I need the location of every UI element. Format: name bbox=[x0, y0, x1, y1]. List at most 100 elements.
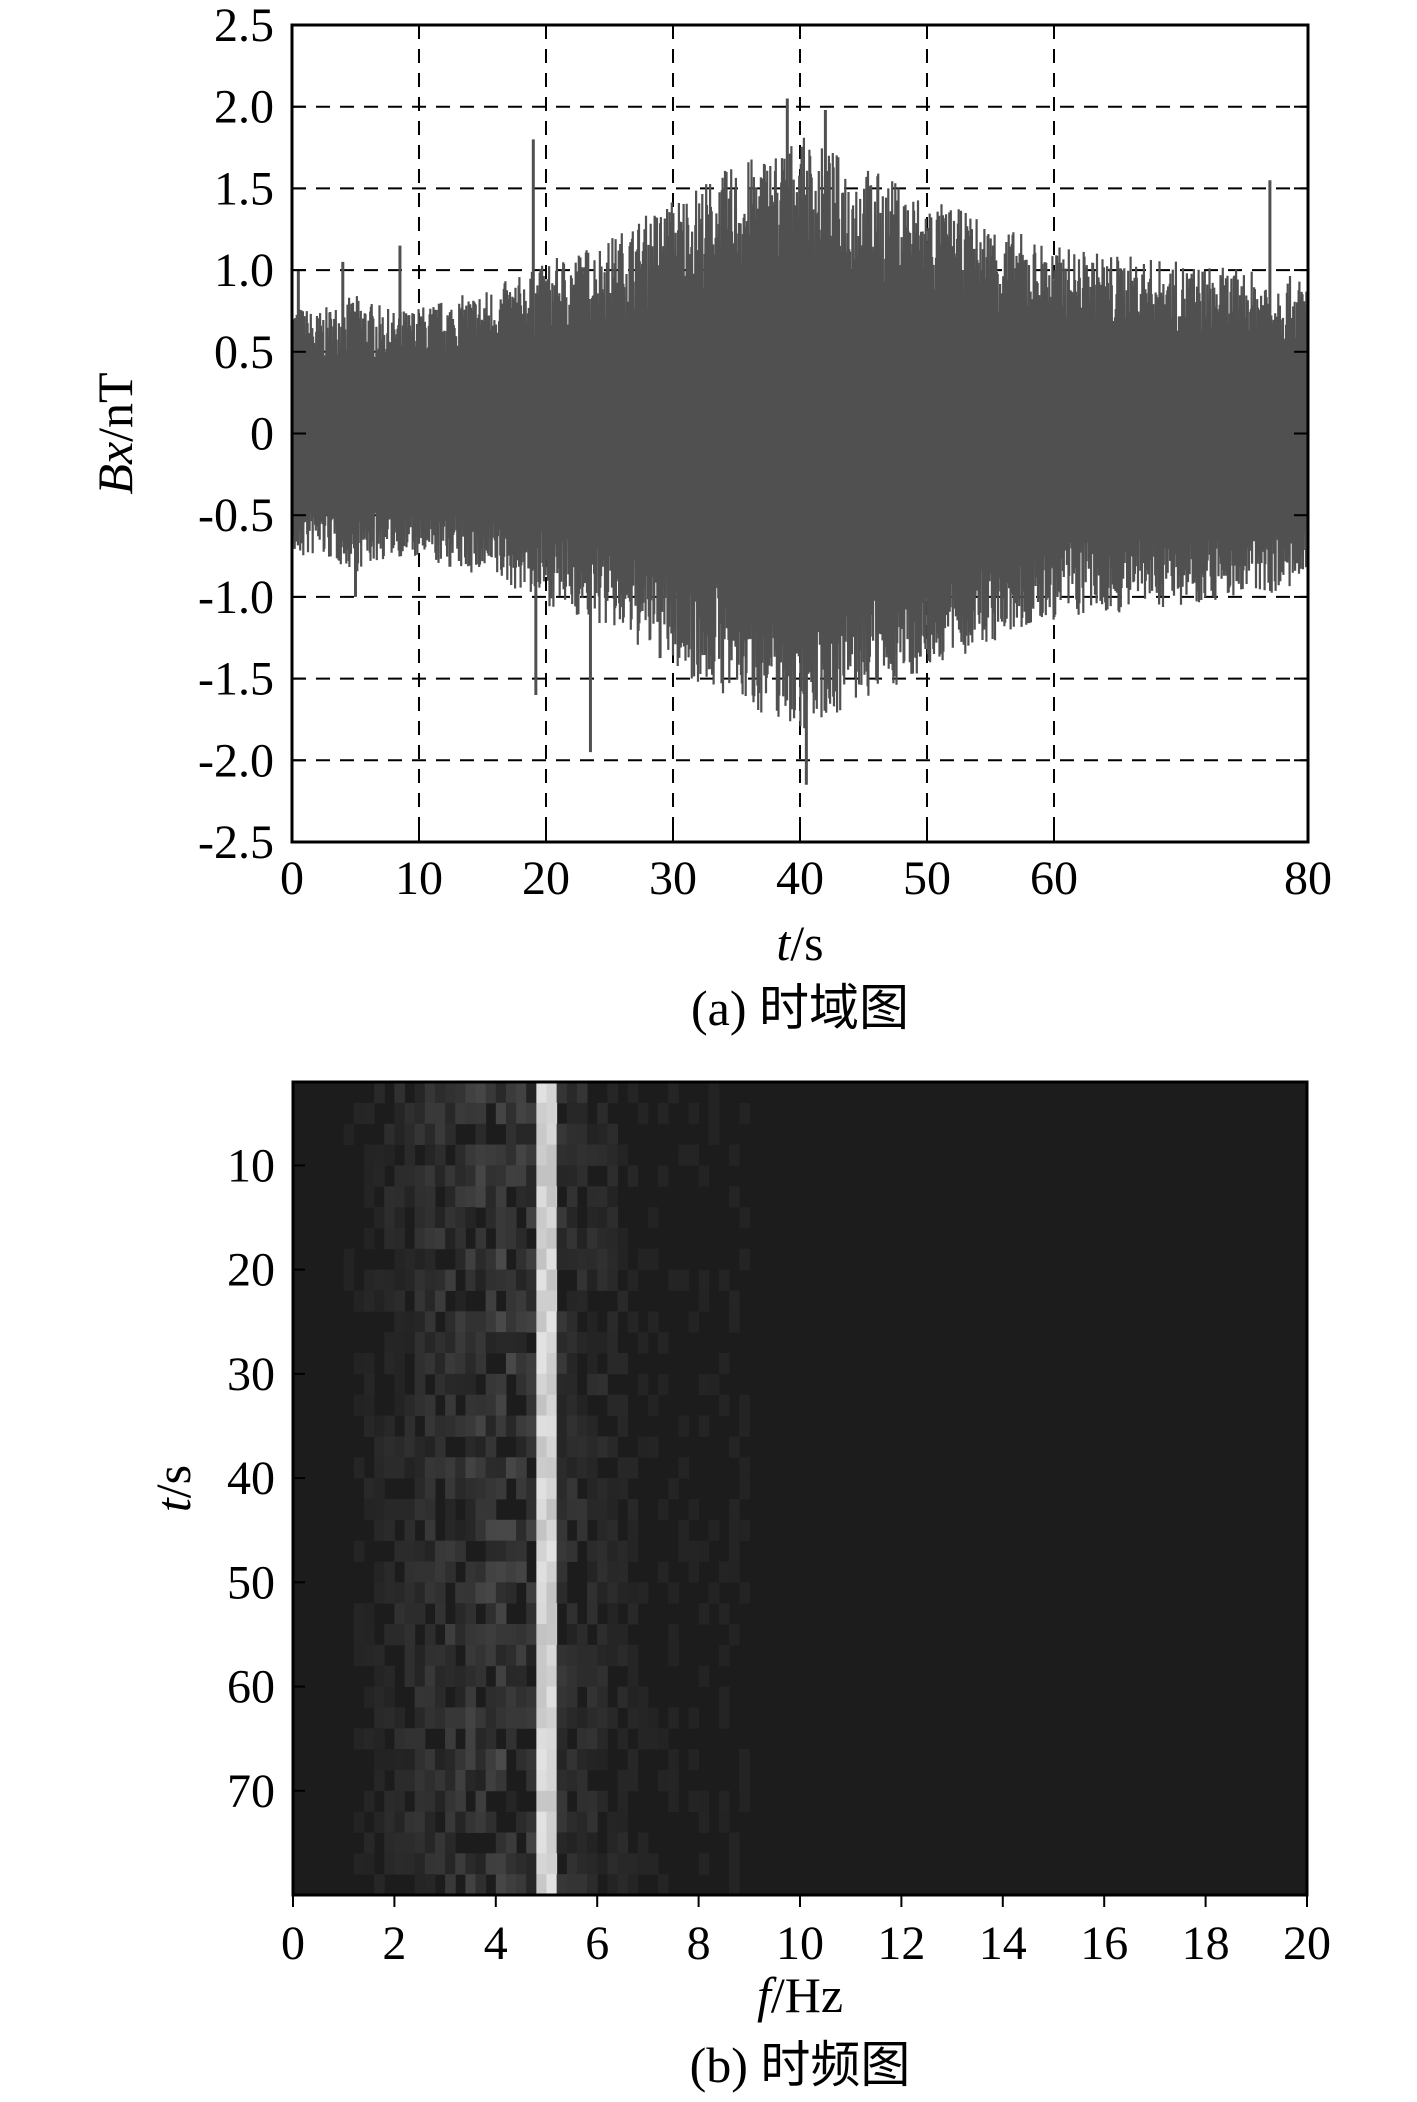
heatmap-cell bbox=[495, 1394, 507, 1417]
heatmap-cell bbox=[404, 1832, 416, 1854]
heatmap-cell bbox=[546, 1686, 558, 1708]
heatmap-cell bbox=[566, 1665, 578, 1688]
heatmap-cell bbox=[546, 1769, 558, 1792]
heatmap-cell bbox=[566, 1749, 578, 1771]
heatmap-cell bbox=[647, 1248, 659, 1271]
heatmap-cell bbox=[485, 1186, 497, 1208]
heatmap-cell bbox=[627, 1082, 639, 1104]
heatmap-cell bbox=[536, 1561, 547, 1583]
heatmap-cell bbox=[485, 1436, 497, 1458]
heatmap-cell bbox=[566, 1436, 578, 1458]
heatmap-cell bbox=[445, 1227, 456, 1250]
heatmap-cell bbox=[607, 1207, 618, 1229]
heatmap-cell bbox=[475, 1728, 487, 1750]
heatmap-cell bbox=[384, 1207, 395, 1229]
x-tick-label: 10 bbox=[395, 852, 443, 905]
heatmap-cell bbox=[424, 1707, 436, 1729]
heatmap-cell bbox=[505, 1853, 517, 1875]
heatmap-cell bbox=[445, 1082, 456, 1104]
heatmap-cell bbox=[455, 1332, 466, 1354]
heatmap-cell bbox=[455, 1082, 466, 1104]
time-domain-chart: 2.5 2.0 1.5 1.0 0.5 0 -0.5 -1.0 -1.5 -2.0 -2.5 0 10… bbox=[87, 0, 1332, 1036]
heatmap-cell bbox=[647, 1728, 659, 1750]
heatmap-cell bbox=[414, 1561, 426, 1583]
heatmap-cell bbox=[404, 1415, 416, 1437]
heatmap-cell bbox=[617, 1540, 629, 1562]
heatmap-cell bbox=[414, 1582, 426, 1604]
heatmap-cell bbox=[587, 1853, 598, 1875]
heatmap-cell bbox=[556, 1728, 568, 1750]
heatmap-cell bbox=[505, 1874, 517, 1896]
heatmap-cell bbox=[374, 1686, 385, 1708]
heatmap-cell bbox=[424, 1144, 436, 1166]
heatmap-cell bbox=[495, 1853, 507, 1875]
heatmap-cell bbox=[536, 1811, 547, 1833]
heatmap-cell bbox=[698, 1790, 710, 1813]
heatmap-cell bbox=[424, 1082, 436, 1104]
heatmap-cell bbox=[546, 1415, 558, 1437]
heatmap-cell bbox=[546, 1561, 558, 1583]
heatmap-cell bbox=[516, 1624, 527, 1646]
y-tick-label: -0.5 bbox=[198, 489, 274, 542]
heatmap-cell bbox=[668, 1644, 679, 1667]
heatmap-cell bbox=[688, 1749, 700, 1771]
heatmap-cell bbox=[637, 1248, 649, 1271]
heatmap-cell bbox=[566, 1853, 578, 1875]
heatmap-cell bbox=[739, 1749, 750, 1771]
heatmap-cell bbox=[445, 1311, 456, 1333]
heatmap-cell bbox=[566, 1498, 578, 1521]
time-domain-x-ticks: 0 10 20 30 40 50 60 80 bbox=[280, 828, 1332, 905]
heatmap-cell bbox=[546, 1665, 558, 1688]
heatmap-cell bbox=[455, 1686, 466, 1708]
heatmap-cell bbox=[718, 1394, 730, 1417]
heatmap-cell bbox=[637, 1582, 649, 1604]
heatmap-cell bbox=[526, 1165, 537, 1187]
heatmap-cell bbox=[495, 1144, 507, 1166]
heatmap-cell bbox=[668, 1790, 679, 1813]
heatmap-cell bbox=[495, 1332, 507, 1354]
heatmap-cell bbox=[475, 1186, 487, 1208]
heatmap-cell bbox=[424, 1353, 436, 1375]
heatmap-cell bbox=[434, 1144, 446, 1166]
heatmap-cell bbox=[505, 1561, 517, 1583]
heatmap-cell bbox=[516, 1373, 527, 1396]
heatmap-cell bbox=[363, 1853, 375, 1875]
heatmap-cell bbox=[485, 1248, 497, 1271]
heatmap-cell bbox=[607, 1624, 618, 1646]
heatmap-cell bbox=[637, 1832, 649, 1854]
heatmap-cell bbox=[424, 1102, 436, 1125]
heatmap-cell bbox=[505, 1144, 517, 1166]
heatmap-cell bbox=[495, 1686, 507, 1708]
heatmap-cell bbox=[556, 1749, 568, 1771]
heatmap-cell bbox=[445, 1186, 456, 1208]
heatmap-cell bbox=[353, 1540, 365, 1562]
heatmap-cell bbox=[465, 1707, 477, 1729]
heatmap-cell bbox=[384, 1749, 395, 1771]
heatmap-cell bbox=[465, 1207, 477, 1229]
heatmap-cell bbox=[607, 1540, 618, 1562]
heatmap-cell bbox=[587, 1144, 598, 1166]
heatmap-cell bbox=[404, 1769, 416, 1792]
heatmap-cell bbox=[526, 1186, 537, 1208]
heatmap-cell bbox=[526, 1269, 537, 1291]
heatmap-cell bbox=[445, 1373, 456, 1396]
heatmap-cell bbox=[546, 1311, 558, 1333]
heatmap-cell bbox=[597, 1248, 608, 1271]
heatmap-cell bbox=[434, 1269, 446, 1291]
heatmap-cell bbox=[434, 1207, 446, 1229]
heatmap-cell bbox=[556, 1478, 568, 1500]
heatmap-cell bbox=[445, 1624, 456, 1646]
heatmap-cell bbox=[455, 1749, 466, 1771]
heatmap-cell bbox=[587, 1436, 598, 1458]
heatmap-cell bbox=[414, 1123, 426, 1146]
y-tick-label: 0 bbox=[250, 408, 274, 461]
heatmap-cell bbox=[739, 1790, 750, 1813]
heatmap-cell bbox=[607, 1269, 618, 1291]
heatmap-cell bbox=[556, 1227, 568, 1250]
heatmap-cell bbox=[424, 1248, 436, 1271]
heatmap-cell bbox=[556, 1394, 568, 1417]
y-tick-label: -2.0 bbox=[198, 734, 274, 787]
heatmap-cell bbox=[414, 1874, 426, 1896]
heatmap-cell bbox=[516, 1561, 527, 1583]
heatmap-cell bbox=[607, 1478, 618, 1500]
